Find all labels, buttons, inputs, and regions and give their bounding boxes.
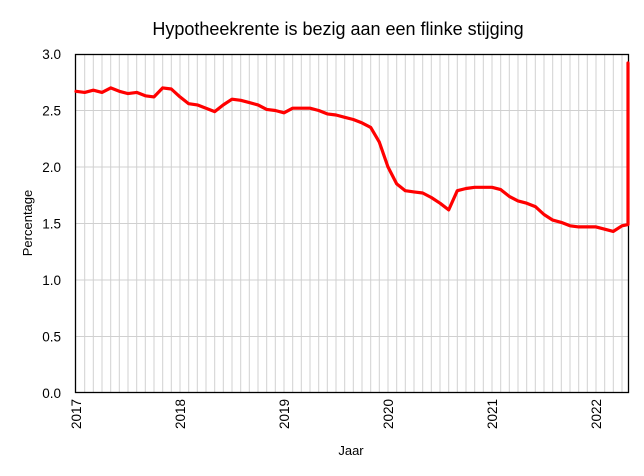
x-tick-label: 2018 [173,399,188,429]
y-tick-label: 2.5 [42,104,61,119]
x-axis-ticks: 2017 2018 2019 2020 2021 2022 [69,399,604,429]
x-tick-label: 2022 [589,399,604,429]
chart-title: Hypotheekrente is bezig aan een flinke s… [152,19,524,39]
x-tick-label: 2020 [381,399,396,429]
series-line-hypotheekrente [74,61,630,233]
y-axis-label: Percentage [20,190,35,257]
gridlines [76,54,628,393]
y-axis-ticks: 0.0 0.5 1.0 1.5 2.0 2.5 3.0 [42,47,61,401]
y-tick-label: 2.0 [42,160,61,175]
y-tick-label: 0.0 [42,386,61,401]
y-tick-label: 1.5 [42,217,61,232]
x-axis-label: Jaar [338,443,364,458]
y-tick-label: 1.0 [42,273,61,288]
x-tick-label: 2019 [277,399,292,429]
x-tick-label: 2017 [69,399,84,429]
y-tick-label: 3.0 [42,47,61,62]
y-tick-label: 0.5 [42,330,61,345]
x-tick-label: 2021 [485,399,500,429]
